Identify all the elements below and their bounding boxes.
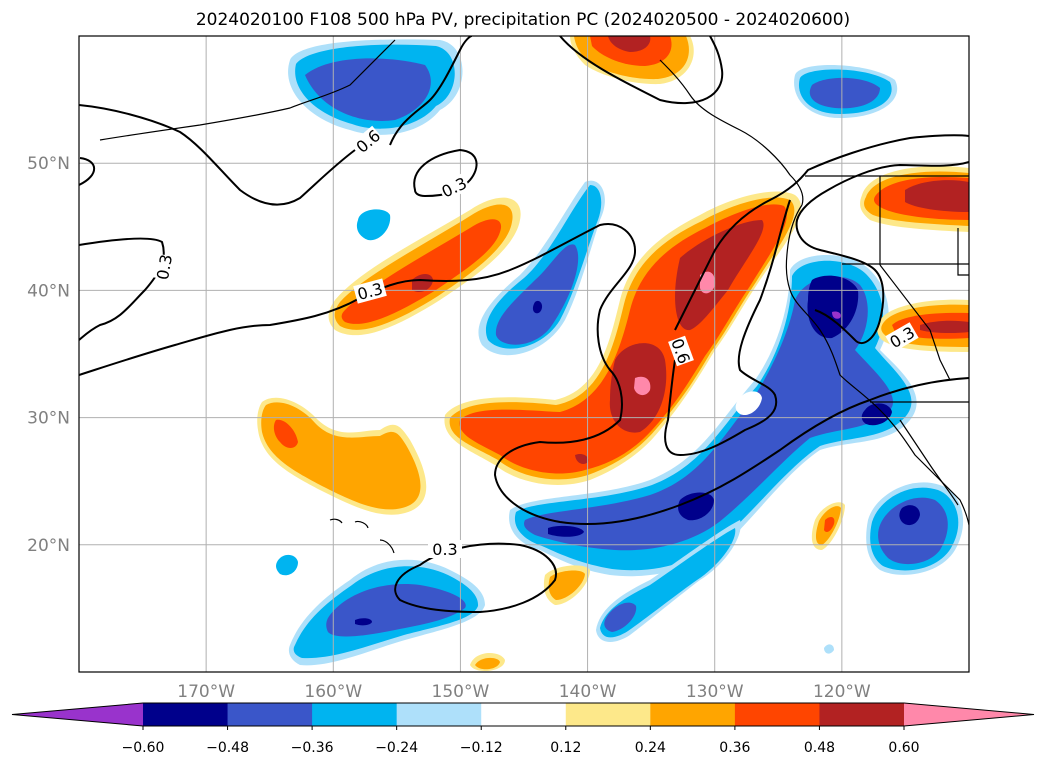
y-tick-label-2: 40°N	[27, 281, 70, 301]
border-idaho	[957, 228, 969, 276]
colorbar: −0.60 −0.48 −0.36 −0.24 −0.12 0.12 0.24 0.36 0.4…	[11, 702, 1035, 756]
colorbar-tick-label-7: 0.36	[719, 740, 750, 756]
shade-region-se-blue-core	[524, 276, 894, 551]
y-tick-label-1: 30°N	[27, 409, 70, 429]
shade-region-se-darkblue-mid	[678, 492, 714, 521]
pv-contour-north-4	[79, 157, 96, 186]
gridlines	[79, 36, 969, 672]
shade-region-nw-core	[305, 58, 431, 121]
colorbar-segment-4	[481, 703, 567, 726]
colorbar-segment-6	[650, 703, 736, 726]
border-california-nevada	[879, 264, 951, 381]
coastline-baja	[899, 419, 959, 506]
colorbar-segment-0	[143, 703, 229, 726]
shade-region-e-darkred	[920, 320, 969, 334]
pv-contour-06-center	[674, 134, 969, 331]
pv-contour-06-loop	[664, 199, 791, 457]
y-tick-label-0: 20°N	[27, 536, 70, 556]
x-tick-label-5: 120°W	[813, 682, 871, 702]
shade-region-small-blue	[356, 209, 391, 241]
shade-region-west-red	[273, 419, 298, 448]
shade-region-pac-darkred	[412, 274, 433, 292]
shade-region-center-pink-north	[700, 271, 716, 294]
shade-region-n-darkred	[608, 36, 651, 52]
shade-region-sm-orange-3b	[475, 657, 500, 670]
shade-region-south-darkblue	[355, 618, 372, 626]
shade-region-center-darkred-north	[675, 220, 764, 331]
map-frame	[78, 35, 970, 673]
x-tick-label-0: 170°W	[177, 682, 235, 702]
shade-region-se-purple	[832, 311, 841, 319]
colorbar-tick-label-2: −0.36	[291, 740, 334, 756]
coastline-hawaii	[329, 518, 395, 554]
precipitation-shading	[257, 36, 969, 672]
axis-tick-labels: 170°W 160°W 150°W 140°W 130°W 120°W 20°N 30°N 40…	[27, 154, 871, 702]
y-tick-label-3: 50°N	[27, 154, 70, 174]
x-tick-label-2: 150°W	[432, 682, 490, 702]
pv-contour-isolated	[413, 148, 478, 198]
contour-label-03-west: 0.3	[153, 253, 176, 281]
shade-region-se-darkblue-north	[807, 275, 859, 339]
x-tick-label-4: 130°W	[686, 682, 744, 702]
shade-region-west-orange	[261, 402, 421, 510]
x-tick-label-1: 160°W	[304, 682, 362, 702]
pv-contour-north-2	[389, 36, 473, 146]
shade-region-mid-blue-dark	[532, 300, 543, 314]
colorbar-tick-label-8: 0.48	[804, 740, 835, 756]
shade-region-sm-red-2	[824, 516, 835, 532]
pv-contour-north-3	[559, 36, 724, 105]
shade-region-far-se-core	[878, 497, 948, 565]
shade-region-se-darkblue-south	[548, 525, 584, 537]
colorbar-segment-1	[227, 703, 313, 726]
shade-region-small-cyan-2	[824, 644, 834, 654]
shade-region-pac-red	[341, 219, 502, 324]
coastline-alaska-south	[99, 39, 396, 141]
colorbar-tick-label-4: −0.12	[460, 740, 503, 756]
chart-title: 2024020100 F108 500 hPa PV, precipitatio…	[196, 10, 850, 30]
shade-region-ne-blue-core	[809, 77, 880, 109]
map-area: 0.6 0.3 0.3 0.3 0.6 0.3 0.3	[79, 36, 969, 672]
colorbar-tick-label-9: 0.60	[888, 740, 919, 756]
pv-contour-mid	[79, 223, 969, 525]
shade-region-ne-darkred	[905, 180, 969, 212]
contour-label-03-south: 0.3	[432, 540, 457, 559]
shade-region-center-darkred-small	[575, 453, 589, 464]
pv-contour-north-1	[79, 104, 356, 206]
shade-region-mid-blue-core	[495, 244, 579, 345]
colorbar-segment-5	[565, 703, 651, 726]
colorbar-extend-high	[904, 703, 1034, 726]
shade-region-se-darkblue-east	[861, 403, 892, 426]
colorbar-tick-label-0: −0.60	[122, 740, 165, 756]
shade-region-se-white-hole	[735, 391, 762, 416]
coastlines	[99, 39, 969, 554]
colorbar-tick-label-3: −0.24	[375, 740, 418, 756]
pv-contours	[79, 36, 969, 614]
colorbar-segment-8	[819, 703, 905, 726]
colorbar-tick-label-6: 0.24	[635, 740, 666, 756]
shade-region-sm-orange-1b	[548, 570, 585, 600]
shade-region-center-pink-south	[634, 376, 651, 396]
colorbar-extend-low	[12, 703, 143, 726]
colorbar-segment-7	[734, 703, 820, 726]
x-tick-label-3: 140°W	[559, 682, 617, 702]
colorbar-tick-label-1: −0.48	[206, 740, 249, 756]
colorbar-tick-label-5: 0.12	[550, 740, 581, 756]
pv-contour-west	[79, 237, 165, 341]
shade-region-small-cyan-1	[276, 554, 298, 576]
pv-contour-east	[795, 161, 969, 345]
colorbar-segment-3	[396, 703, 482, 726]
shade-region-south-blue2-core	[604, 602, 637, 632]
colorbar-segment-2	[312, 703, 398, 726]
coastline-west-us	[785, 204, 969, 526]
pv-contour-south	[394, 542, 557, 614]
shade-region-far-se-dark	[899, 505, 920, 526]
